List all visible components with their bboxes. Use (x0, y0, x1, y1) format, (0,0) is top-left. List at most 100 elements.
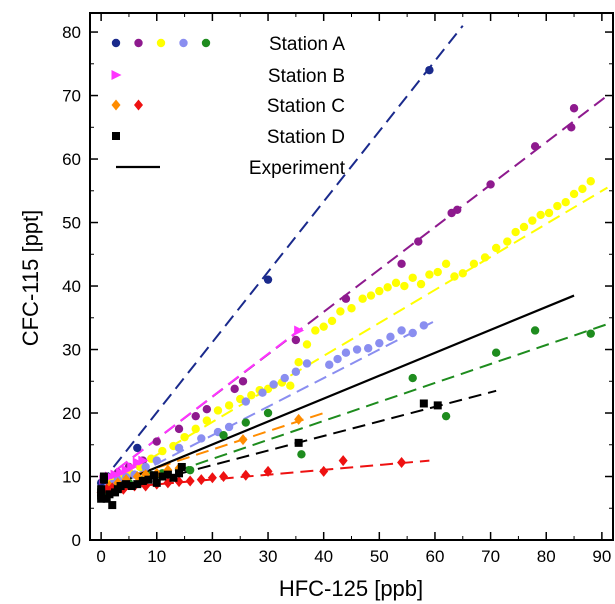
legend-marker-red (134, 99, 143, 111)
data-point-black (108, 501, 117, 510)
data-point-yellow (503, 237, 512, 246)
plot-frame (89, 12, 614, 541)
y-tick-label: 40 (62, 277, 81, 296)
data-point-yellow (286, 381, 295, 390)
data-point-lavender (352, 345, 362, 354)
y-tick-label: 0 (72, 531, 81, 550)
x-tick-label: 60 (425, 547, 444, 566)
data-point-yellow (469, 259, 479, 269)
data-point-magenta (138, 455, 149, 466)
data-point-lavender (375, 338, 384, 348)
x-axis-ticks: 0 10 20 30 40 50 60 70 80 90 (96, 13, 611, 566)
data-point-lavender (224, 422, 234, 432)
data-point-green (263, 408, 273, 418)
data-point-purple (453, 205, 462, 215)
data-point-lavender (258, 388, 267, 397)
data-point-red (196, 474, 206, 486)
data-point-red (319, 465, 329, 477)
x-tick-label: 40 (314, 547, 333, 566)
data-point-magenta (127, 461, 138, 472)
y-tick-label: 70 (62, 87, 81, 106)
data-point-purple (238, 377, 248, 386)
data-point-yellow (375, 286, 384, 296)
data-point-yellow (480, 253, 490, 262)
data-point-yellow (319, 322, 328, 331)
data-point-yellow (391, 278, 401, 288)
data-point-yellow (441, 259, 451, 269)
x-tick-label: 10 (147, 547, 166, 566)
data-point-yellow (458, 269, 467, 278)
data-point-red (338, 455, 348, 467)
data-point-yellow (536, 210, 545, 220)
data-point-black (138, 476, 147, 485)
data-point-black (294, 438, 303, 447)
data-point-purple (152, 437, 161, 446)
data-point-green (219, 431, 228, 440)
data-point-navy (133, 443, 142, 453)
data-point-magenta (116, 467, 127, 478)
data-point-yellow (202, 416, 212, 425)
data-point-red (219, 471, 229, 483)
data-point-lavender (386, 332, 395, 342)
data-point-black (149, 471, 158, 480)
data-point-purple (341, 294, 351, 303)
data-point-yellow (450, 272, 459, 281)
data-point-red (241, 469, 251, 481)
data-point-yellow (400, 281, 409, 291)
x-tick-label: 50 (370, 547, 389, 566)
data-point-red (397, 457, 407, 469)
data-point-black (105, 490, 114, 499)
fit-line-red (101, 459, 430, 491)
data-point-purple (291, 335, 301, 345)
data-point-lavender (280, 373, 289, 383)
x-tick-label: 70 (481, 547, 500, 566)
legend-label: Station A (269, 34, 345, 55)
y-axis-title: CFC-115 [ppt] (18, 210, 43, 347)
data-point-yellow (294, 358, 303, 367)
data-point-red (207, 472, 217, 484)
data-point-yellow (366, 291, 376, 300)
x-tick-label: 30 (259, 547, 278, 566)
data-point-green (241, 418, 250, 427)
data-point-green (297, 450, 306, 459)
data-point-magenta (110, 469, 121, 480)
data-point-magenta (132, 457, 143, 468)
legend-marker-magenta (111, 70, 122, 80)
data-point-red (185, 475, 195, 487)
data-point-lavender (341, 348, 351, 357)
legend-marker-navy (111, 38, 121, 48)
data-point-yellow (336, 307, 345, 316)
data-point-yellow (586, 177, 595, 186)
data-point-yellow (519, 222, 529, 232)
data-point-green (491, 348, 501, 357)
data-point-magenta (294, 325, 305, 336)
data-point-black (116, 482, 125, 491)
data-point-purple (567, 123, 576, 132)
data-point-green (408, 373, 417, 383)
data-point-green (441, 411, 451, 421)
data-point-yellow (511, 227, 520, 237)
data-point-purple (397, 259, 406, 269)
data-point-lavender (269, 380, 278, 389)
fit-line-navy (100, 25, 464, 484)
data-point-yellow (327, 316, 337, 326)
data-point-black (163, 470, 172, 479)
data-point-yellow (213, 406, 223, 415)
data-point-yellow (347, 304, 356, 313)
data-point-magenta (121, 465, 132, 476)
data-point-yellow (180, 432, 189, 442)
y-axis-ticks: 0 10 20 30 40 50 60 70 80 (62, 23, 613, 550)
legend-marker-purple (134, 38, 143, 48)
data-point-black (99, 472, 108, 481)
data-point-purple (569, 104, 579, 113)
data-point-yellow (383, 283, 392, 292)
y-tick-label: 60 (62, 150, 81, 169)
data-point-lavender (197, 434, 206, 443)
data-point-lavender (325, 360, 334, 369)
data-point-purple (191, 411, 200, 421)
data-point-navy (263, 275, 273, 284)
data-point-purple (530, 142, 540, 151)
data-point-black (133, 480, 142, 489)
data-point-yellow (302, 340, 312, 349)
